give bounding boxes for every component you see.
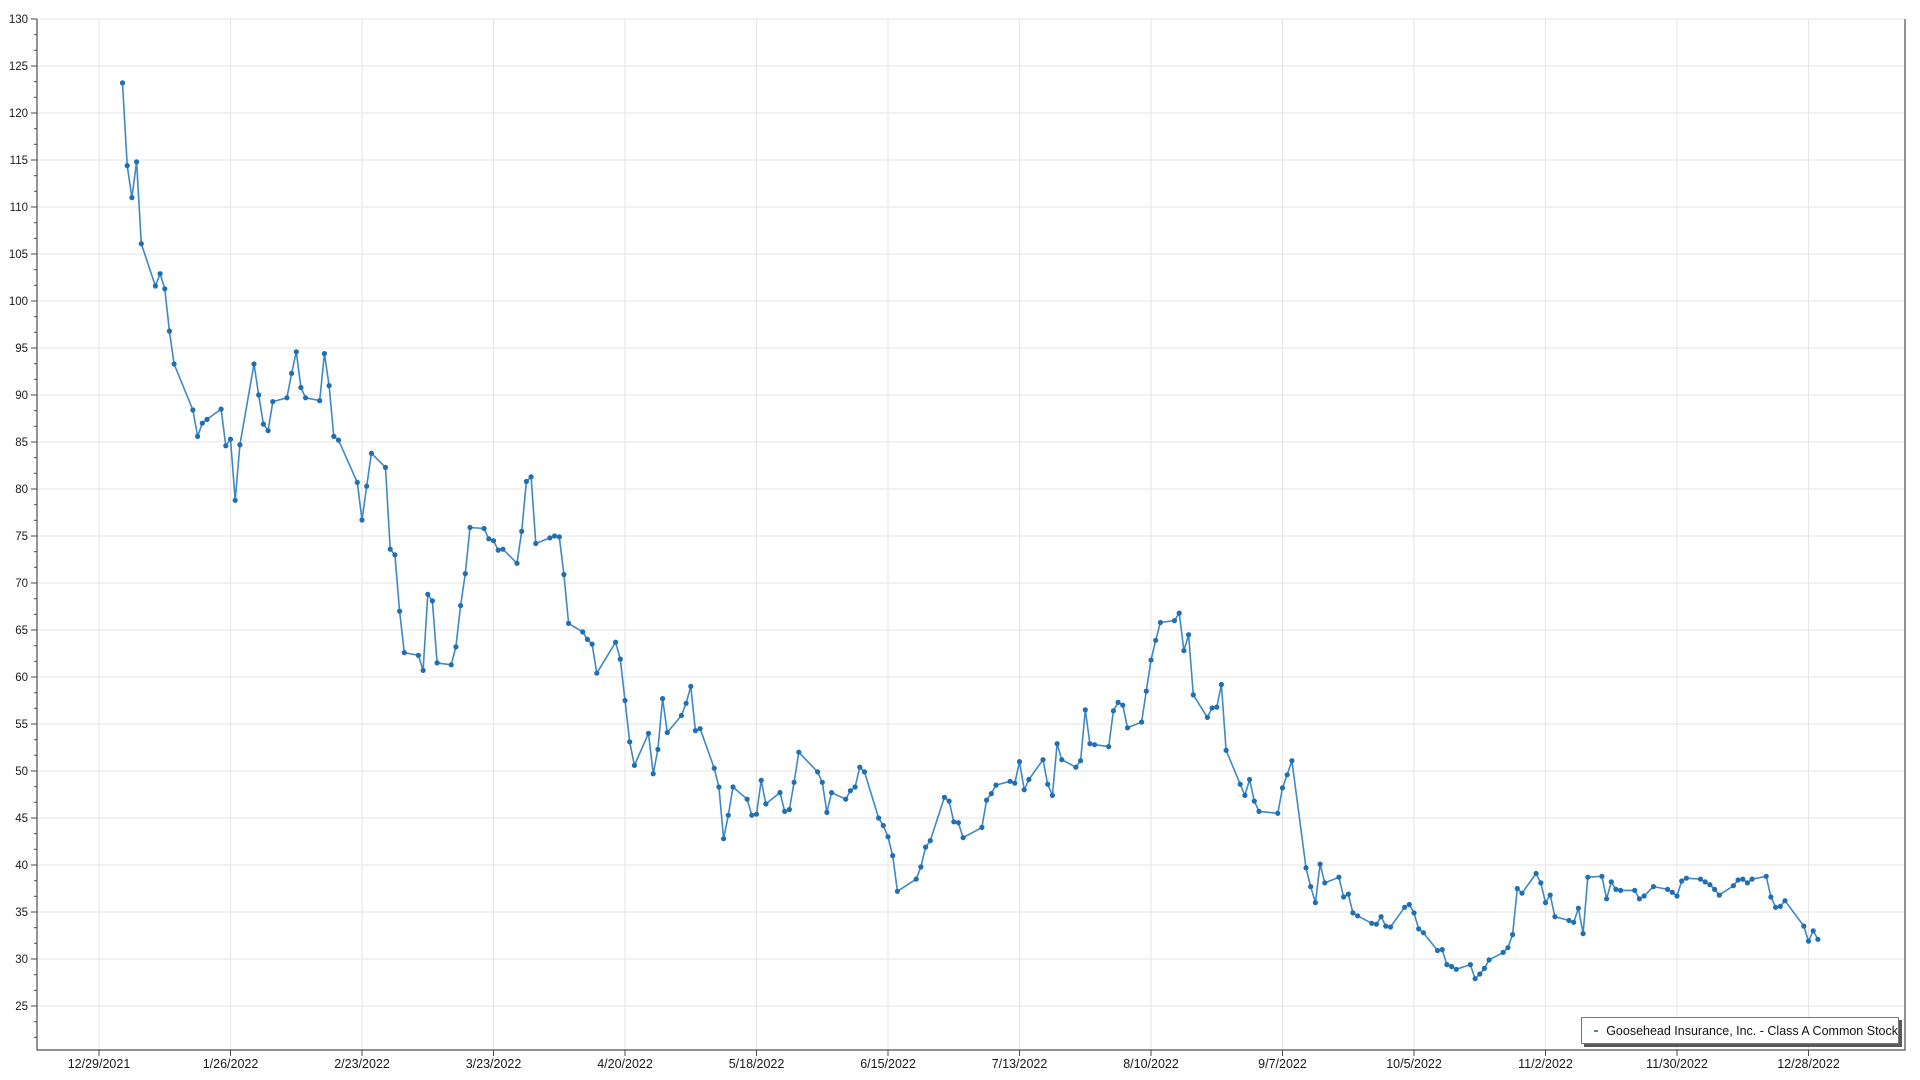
y-tick-label: 55 [15,719,28,731]
y-tick-label: 25 [15,1001,28,1013]
y-tick-label: 125 [9,61,28,73]
y-tick-label: 95 [15,343,28,355]
x-tick-label: 5/18/2022 [729,1057,785,1071]
y-tick-label: 105 [9,249,28,261]
y-tick-label: 75 [15,531,28,543]
y-tick-label: 90 [15,390,28,402]
legend-series-icon [1594,1029,1599,1032]
legend: Goosehead Insurance, Inc. - Class A Comm… [1581,1017,1899,1044]
x-tick-labels: 12/29/2021 1/26/2022 2/23/2022 3/23/2022 4/2… [68,1057,1840,1071]
y-tick-label: 30 [15,954,28,966]
gridlines [37,18,1905,1050]
y-tick-label: 65 [15,625,28,637]
y-tick-label: 110 [10,202,28,214]
axis-border [36,19,1906,1051]
y-tick-label: 50 [15,766,28,778]
x-tick-label: 9/7/2022 [1258,1057,1307,1071]
x-tick-label: 11/2/2022 [1518,1057,1573,1071]
x-tick-label: 10/5/2022 [1386,1057,1442,1071]
y-tick-label: 35 [15,907,28,919]
y-tick-label: 45 [15,813,28,825]
x-tick-label: 8/10/2022 [1123,1057,1179,1071]
x-tick-label: 7/13/2022 [992,1057,1048,1071]
y-tick-label: 40 [15,860,28,872]
y-tick-labels: 25 30 35 40 45 50 55 60 65 70 75 80 85 90 95 100 105 110 1… [9,14,28,1013]
x-tick-label: 2/23/2022 [334,1057,390,1071]
y-tick-label: 85 [15,437,28,449]
x-tick-label: 6/15/2022 [860,1057,916,1071]
y-tick-label: 130 [9,14,28,26]
x-tick-label: 12/28/2022 [1777,1057,1840,1071]
tick-marks [31,18,1809,1056]
y-tick-label: 120 [9,108,28,120]
y-tick-label: 100 [9,296,28,308]
legend-series-label: Goosehead Insurance, Inc. - Class A Comm… [1606,1023,1898,1038]
x-tick-label: 12/29/2021 [68,1057,131,1071]
x-tick-label: 11/30/2022 [1646,1057,1708,1071]
x-tick-label: 1/26/2022 [203,1057,259,1071]
y-tick-label: 60 [15,672,28,684]
y-tick-label: 80 [15,484,28,496]
y-tick-label: 70 [15,578,28,590]
price-line [121,82,1819,980]
price-markers [119,80,1821,982]
y-tick-label: 115 [10,155,28,167]
x-tick-label: 4/20/2022 [597,1057,653,1071]
x-tick-label: 3/23/2022 [466,1057,522,1071]
